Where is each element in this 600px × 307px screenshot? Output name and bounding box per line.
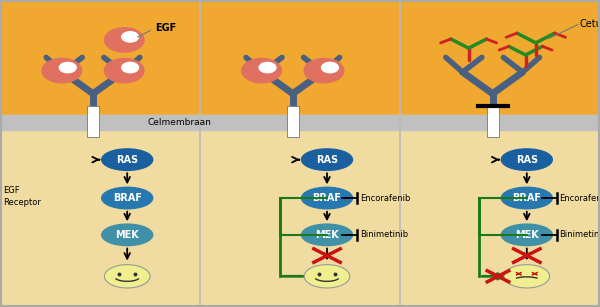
Text: Binimetinib: Binimetinib xyxy=(360,230,408,239)
Text: BRAF: BRAF xyxy=(313,193,341,203)
Bar xyxy=(0,115,200,307)
Bar xyxy=(400,115,600,307)
Ellipse shape xyxy=(502,224,552,246)
Text: Celmembraan: Celmembraan xyxy=(147,118,211,127)
Text: MEK: MEK xyxy=(315,230,339,240)
Circle shape xyxy=(504,265,550,288)
Ellipse shape xyxy=(302,187,353,209)
Ellipse shape xyxy=(322,62,338,73)
Ellipse shape xyxy=(259,62,276,73)
Bar xyxy=(400,0,600,115)
Ellipse shape xyxy=(302,224,353,246)
Text: EGF: EGF xyxy=(155,23,176,33)
Text: BRAF: BRAF xyxy=(113,193,142,203)
Text: BRAF: BRAF xyxy=(512,193,541,203)
Text: RAS: RAS xyxy=(516,155,538,165)
Text: EGF
Receptor: EGF Receptor xyxy=(3,186,41,207)
Text: RAS: RAS xyxy=(316,155,338,165)
Circle shape xyxy=(304,265,350,288)
Bar xyxy=(200,0,400,115)
Bar xyxy=(0,115,200,130)
Ellipse shape xyxy=(102,149,153,170)
Circle shape xyxy=(104,265,150,288)
Ellipse shape xyxy=(104,28,144,52)
Bar xyxy=(0,0,200,115)
Ellipse shape xyxy=(502,149,552,170)
Ellipse shape xyxy=(304,58,344,83)
Ellipse shape xyxy=(42,58,82,83)
Ellipse shape xyxy=(122,62,139,73)
Text: RAS: RAS xyxy=(116,155,138,165)
Text: Cetuximab: Cetuximab xyxy=(580,19,600,29)
Bar xyxy=(400,115,600,130)
Text: MEK: MEK xyxy=(515,230,539,240)
Text: Encorafenib: Encorafenib xyxy=(360,193,410,203)
Ellipse shape xyxy=(102,187,153,209)
Bar xyxy=(87,106,99,137)
Text: MEK: MEK xyxy=(115,230,139,240)
Ellipse shape xyxy=(122,32,139,42)
Bar xyxy=(487,106,499,137)
Ellipse shape xyxy=(302,149,353,170)
Text: Binimetinib: Binimetinib xyxy=(560,230,600,239)
Bar xyxy=(200,115,400,307)
Ellipse shape xyxy=(102,224,153,246)
Ellipse shape xyxy=(104,58,144,83)
Text: Encorafenib: Encorafenib xyxy=(560,193,600,203)
Ellipse shape xyxy=(59,62,76,73)
Bar xyxy=(287,106,299,137)
Bar xyxy=(200,115,400,130)
Ellipse shape xyxy=(502,187,552,209)
Ellipse shape xyxy=(242,58,281,83)
